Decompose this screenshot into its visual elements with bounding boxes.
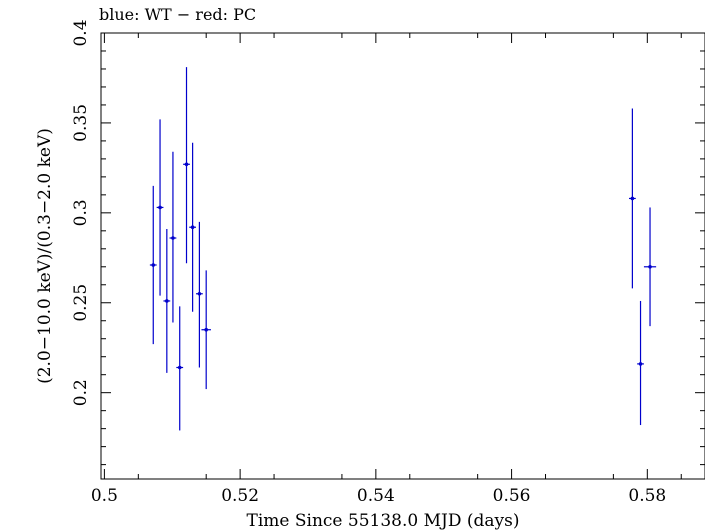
data-point [149,185,157,345]
point-marker [177,365,182,370]
y-tick-label: 0.3 [71,199,91,226]
data-point [201,270,211,390]
point-marker [638,362,643,366]
x-axis-title: Time Since 55138.0 MJD (days) [247,511,520,531]
plot-frame [100,32,705,480]
data-point [176,306,184,431]
point-marker [158,205,162,210]
point-marker [630,196,635,201]
point-marker [204,327,208,332]
data-point [637,300,644,426]
y-tick-label: 0.25 [71,284,91,322]
data-point [183,67,190,264]
point-marker [165,299,169,303]
point-marker [171,236,175,240]
x-tick-label: 0.58 [628,486,666,506]
data-point [628,108,636,289]
data-points [149,67,657,431]
data-point [169,151,177,323]
y-tick-label: 0.35 [71,104,91,142]
x-tick-label: 0.5 [91,486,118,506]
data-point [189,142,197,312]
point-marker [151,263,156,267]
point-marker [184,162,189,167]
x-tick-label: 0.54 [357,486,395,506]
x-tick-label: 0.52 [221,486,259,506]
x-axis-ticks: 0.5 0.52 0.54 0.56 0.58 [91,33,682,506]
point-marker [190,225,195,230]
chart-title: blue: WT − red: PC [99,5,256,24]
y-axis-ticks: 0.2 0.25 0.3 0.35 0.4 [71,19,705,466]
point-marker [197,291,202,296]
point-marker [648,264,652,269]
data-point [643,207,657,327]
data-point [163,229,171,373]
data-point [196,221,203,368]
y-axis-title: (2.0−10.0 keV)/(0.3−2.0 keV) [35,128,55,384]
y-tick-label: 0.4 [71,19,91,46]
y-tick-label: 0.2 [71,379,91,406]
x-tick-label: 0.56 [493,486,531,506]
data-point [156,119,164,296]
